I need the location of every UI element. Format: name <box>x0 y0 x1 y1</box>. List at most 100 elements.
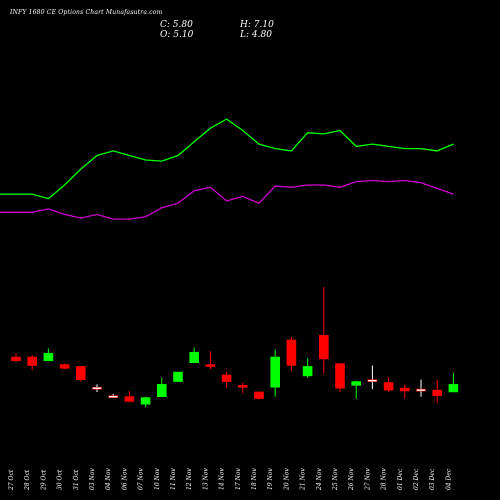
close-label: C: <box>160 20 170 30</box>
high-number: 7.10 <box>253 20 274 30</box>
candle-body <box>221 374 232 382</box>
candle-body <box>254 391 264 399</box>
x-tick-label: 24 Nov <box>316 468 323 491</box>
x-tick-label: 03 Nov <box>89 468 96 490</box>
candle <box>124 391 135 403</box>
x-tick-label: 21 Nov <box>300 468 307 491</box>
x-tick-label: 02 Dec <box>413 468 420 490</box>
candle-body <box>124 396 135 402</box>
candle <box>302 357 313 378</box>
candle <box>399 384 410 399</box>
candle-body <box>27 356 38 366</box>
x-axis-ticks: 27 Oct 28 Oct 29 Oct 30 Oct 31 Oct 03 Nov 04 N… <box>8 468 452 491</box>
low-label: L: <box>240 30 250 40</box>
candle <box>157 377 167 397</box>
candle-body <box>59 364 70 369</box>
x-tick-label: 18 Nov <box>251 468 258 490</box>
candle <box>221 372 232 389</box>
candle <box>43 348 54 362</box>
x-tick-label: 10 Nov <box>154 468 161 490</box>
candle <box>335 363 345 392</box>
candle-body <box>238 385 248 388</box>
chart-title: INFY 1680 CE Options Chart Munafasutra.c… <box>10 9 163 16</box>
candle-body <box>108 395 118 399</box>
x-tick-label: 17 Nov <box>235 468 242 490</box>
candle <box>173 371 183 382</box>
x-tick-label: 25 Nov <box>332 468 339 491</box>
x-tick-label: 04 Dec <box>445 468 452 490</box>
close-value: C: 5.80 <box>160 20 193 30</box>
high-label: H: <box>240 20 251 30</box>
x-tick-label: 31 Oct <box>73 469 80 490</box>
close-number: 5.80 <box>172 20 193 30</box>
candle-body <box>399 387 410 392</box>
candle-body <box>43 352 54 362</box>
x-tick-label: 11 Nov <box>170 468 177 490</box>
x-tick-label: 06 Nov <box>121 468 128 490</box>
x-tick-label: 29 Oct <box>40 469 47 491</box>
candle-body <box>11 356 21 362</box>
candle <box>318 287 329 374</box>
candle-body <box>448 384 459 393</box>
candle <box>383 376 394 392</box>
candle-body <box>270 356 281 388</box>
candle <box>108 393 118 399</box>
candle <box>286 337 297 372</box>
candle <box>11 353 21 362</box>
candle <box>59 363 70 370</box>
x-tick-label: 14 Nov <box>219 468 226 490</box>
x-tick-label: 28 Nov <box>381 468 388 491</box>
x-tick-label: 03 Dec <box>429 468 436 490</box>
x-tick-label: 28 Oct <box>24 469 31 491</box>
candles <box>11 287 459 408</box>
x-tick-label: 01 Dec <box>397 468 404 490</box>
lower-indicator-line <box>0 179 454 220</box>
candle <box>367 365 378 390</box>
candle-body <box>432 389 443 397</box>
candle-body <box>173 371 183 382</box>
x-tick-label: 04 Nov <box>105 468 112 490</box>
x-tick-label: 12 Nov <box>186 468 193 490</box>
indicator-lines <box>0 118 454 220</box>
candle <box>76 366 86 382</box>
x-tick-label: 19 Nov <box>267 468 274 490</box>
candle <box>416 379 426 397</box>
candle <box>254 391 264 400</box>
open-number: 5.10 <box>173 30 194 40</box>
candle <box>205 351 216 370</box>
candle-body <box>92 386 102 390</box>
candle <box>140 396 151 408</box>
candle <box>448 373 459 393</box>
candle <box>27 355 38 371</box>
open-value: O: 5.10 <box>160 30 193 40</box>
candle-body <box>189 351 199 363</box>
candle-body <box>335 363 345 389</box>
candle-body <box>416 388 426 392</box>
x-tick-label: 27 Nov <box>364 468 371 491</box>
candle-body <box>367 379 378 382</box>
x-tick-label: 20 Nov <box>283 468 290 491</box>
x-tick-label: 26 Nov <box>348 468 355 491</box>
candle <box>92 384 102 392</box>
x-tick-label: 07 Nov <box>138 468 145 490</box>
candle <box>351 380 362 399</box>
candle-body <box>76 366 86 380</box>
x-tick-label: 27 Oct <box>8 469 15 491</box>
upper-indicator-line <box>0 118 454 200</box>
candle <box>270 349 281 397</box>
candle-body <box>286 339 297 366</box>
candle <box>189 347 199 363</box>
open-label: O: <box>160 30 171 40</box>
x-tick-label: 13 Nov <box>202 468 209 490</box>
candle-body <box>351 381 362 386</box>
candle-body <box>302 366 313 377</box>
high-value: H: 7.10 <box>240 20 274 30</box>
low-number: 4.80 <box>251 30 272 40</box>
x-tick-label: 30 Oct <box>57 469 64 490</box>
low-value: L: 4.80 <box>240 30 272 40</box>
candle-body <box>383 382 394 391</box>
candle-body <box>318 334 329 360</box>
candle <box>238 382 248 393</box>
candle-body <box>157 384 167 397</box>
